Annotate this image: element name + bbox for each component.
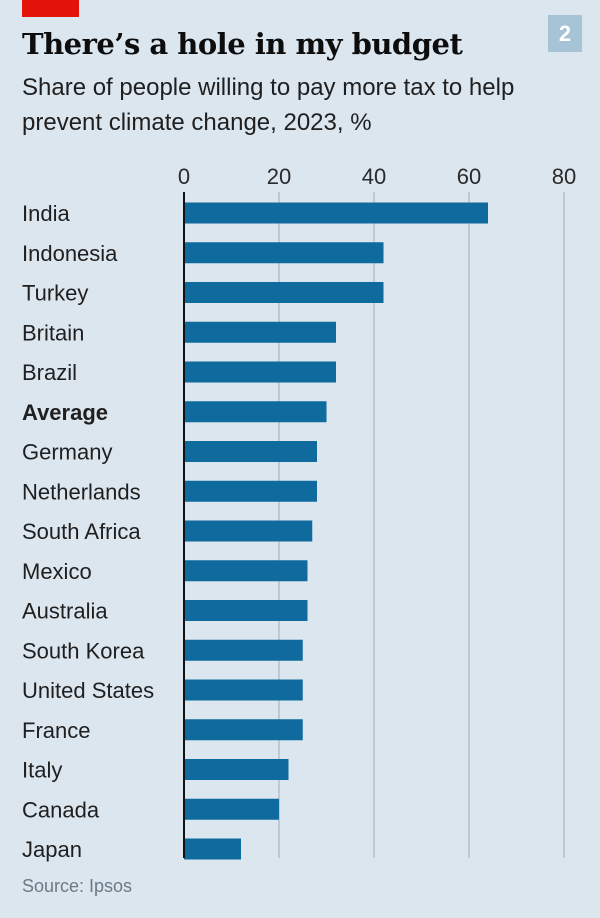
bar xyxy=(184,838,241,860)
category-label: Britain xyxy=(22,320,84,345)
category-label: Mexico xyxy=(22,559,92,584)
bar xyxy=(184,441,317,462)
category-label: Average xyxy=(22,400,108,425)
category-label: Italy xyxy=(22,758,62,783)
x-tick-label: 20 xyxy=(267,164,291,189)
category-label: Netherlands xyxy=(22,479,141,504)
chart-subtitle: Share of people willing to pay more tax … xyxy=(22,74,515,136)
category-label: France xyxy=(22,718,90,743)
bar xyxy=(184,798,279,820)
category-label: Germany xyxy=(22,440,112,465)
bar xyxy=(184,321,336,343)
bar xyxy=(184,202,488,224)
category-label: Brazil xyxy=(22,360,77,385)
bar xyxy=(184,600,308,621)
category-label: Indonesia xyxy=(22,241,118,266)
chart-title: There’s a hole in my budget xyxy=(22,27,463,61)
category-label: Canada xyxy=(22,797,100,822)
bar-chart: 0 20 40 60 80 India Indonesia Turkey Britain Braz… xyxy=(22,164,576,862)
category-label: South Africa xyxy=(22,519,141,544)
x-tick-label: 40 xyxy=(362,164,386,189)
bar xyxy=(184,520,313,542)
bar xyxy=(184,401,327,423)
bar xyxy=(184,560,308,582)
category-label: Turkey xyxy=(22,281,88,306)
bar xyxy=(184,679,303,701)
x-tick-label: 0 xyxy=(178,164,190,189)
source-note: Source: Ipsos xyxy=(22,876,133,896)
bar xyxy=(184,639,303,661)
category-label: South Korea xyxy=(22,638,145,663)
chart-number-badge: 2 xyxy=(548,15,582,52)
category-label: Australia xyxy=(22,599,108,624)
category-label: India xyxy=(22,201,70,226)
bar xyxy=(184,719,303,741)
bar xyxy=(184,759,289,780)
bar xyxy=(184,361,336,383)
bar xyxy=(184,282,384,303)
category-label: United States xyxy=(22,678,154,703)
category-label: Japan xyxy=(22,837,82,862)
bar xyxy=(184,480,317,502)
bar xyxy=(184,242,384,264)
x-tick-label: 60 xyxy=(457,164,481,189)
brand-tag xyxy=(22,0,79,17)
x-tick-label: 80 xyxy=(552,164,576,189)
